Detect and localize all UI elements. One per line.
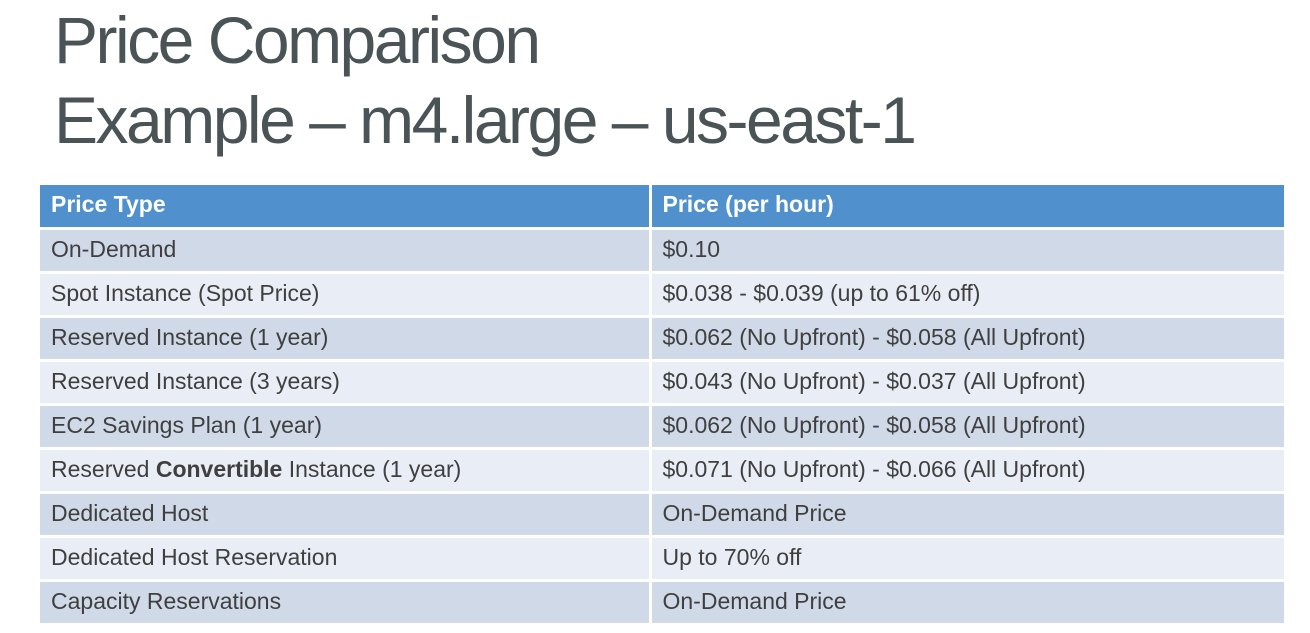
table-row: On-Demand $0.10 (40, 228, 1284, 274)
price-type-cell: Reserved Instance (3 years) (40, 360, 652, 406)
price-cell: On-Demand Price (650, 580, 1284, 626)
price-cell: $0.10 (650, 228, 1284, 274)
price-cell: On-Demand Price (650, 492, 1284, 538)
price-type-cell: Spot Instance (Spot Price) (40, 272, 652, 318)
price-cell: $0.043 (No Upfront) - $0.037 (All Upfron… (650, 360, 1284, 406)
slide-title: Price Comparison Example – m4.large – us… (54, 0, 917, 160)
table-header-row: Price Type Price (per hour) (40, 185, 1284, 230)
column-header-price-type: Price Type (40, 185, 652, 230)
price-type-text: Reserved (51, 455, 156, 482)
price-cell: $0.038 - $0.039 (up to 61% off) (650, 272, 1284, 318)
price-type-cell: Capacity Reservations (40, 580, 652, 626)
table-row: Dedicated Host On-Demand Price (40, 492, 1284, 538)
price-comparison-table: Price Type Price (per hour) On-Demand $0.… (40, 185, 1284, 626)
price-type-cell: Dedicated Host Reservation (40, 536, 652, 582)
table-row: Reserved Instance (1 year) $0.062 (No Upf… (40, 316, 1284, 362)
price-table-body: On-Demand $0.10 Spot Instance (Spot Price)… (40, 228, 1284, 626)
price-type-cell: Dedicated Host (40, 492, 652, 538)
table-row: EC2 Savings Plan (1 year) $0.062 (No Upfr… (40, 404, 1284, 450)
price-cell: $0.071 (No Upfront) - $0.066 (All Upfron… (650, 448, 1284, 494)
price-cell: Up to 70% off (650, 536, 1284, 582)
column-header-price-per-hour: Price (per hour) (650, 185, 1284, 230)
table-row: Dedicated Host Reservation Up to 70% off (40, 536, 1284, 582)
slide-title-line1: Price Comparison (54, 3, 541, 77)
price-type-cell: Reserved Convertible Instance (1 year) (40, 448, 652, 494)
price-type-cell: Reserved Instance (1 year) (40, 316, 652, 362)
price-cell: $0.062 (No Upfront) - $0.058 (All Upfron… (650, 404, 1284, 450)
table-row: Spot Instance (Spot Price) $0.038 - $0.03… (40, 272, 1284, 318)
price-cell: $0.062 (No Upfront) - $0.058 (All Upfron… (650, 316, 1284, 362)
table-row: Capacity Reservations On-Demand Price (40, 580, 1284, 626)
table-row: Reserved Instance (3 years) $0.043 (No Up… (40, 360, 1284, 406)
table-row: Reserved Convertible Instance (1 year) $0… (40, 448, 1284, 494)
price-type-text: Instance (1 year) (282, 455, 462, 482)
price-type-text-bold: Convertible (155, 455, 283, 482)
slide-title-line2: Example – m4.large – us-east-1 (54, 83, 917, 157)
price-type-cell: EC2 Savings Plan (1 year) (40, 404, 652, 450)
price-type-cell: On-Demand (40, 228, 652, 274)
